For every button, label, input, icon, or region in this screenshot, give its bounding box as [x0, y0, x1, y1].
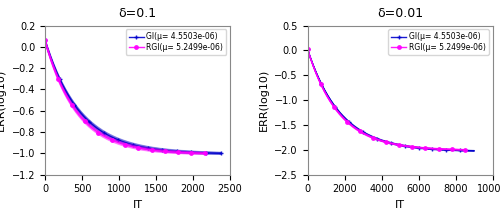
Line: RGI(μ= 5.2499e-06): RGI(μ= 5.2499e-06)	[44, 39, 207, 155]
Line: RGI(μ= 5.2499e-06): RGI(μ= 5.2499e-06)	[306, 48, 466, 151]
RGI(μ= 5.2499e-06)	[328, 100, 334, 103]
RGI(μ= 5.2499e-06)	[320, 87, 326, 90]
GI(μ= 4.5503e-06)	[42, 39, 48, 42]
X-axis label: IT: IT	[395, 200, 405, 210]
Y-axis label: ERR(log10): ERR(log10)	[0, 69, 6, 131]
GI(μ= 4.5503e-06)	[471, 150, 477, 152]
Title: δ=0.1: δ=0.1	[118, 7, 156, 20]
GI(μ= 4.5503e-06)	[204, 152, 210, 154]
RGI(μ= 5.2499e-06)	[406, 145, 412, 148]
RGI(μ= 5.2499e-06)	[172, 151, 177, 153]
GI(μ= 4.5503e-06)	[349, 123, 355, 126]
GI(μ= 4.5503e-06)	[406, 145, 412, 148]
GI(μ= 4.5503e-06)	[218, 152, 224, 155]
RGI(μ= 5.2499e-06)	[77, 115, 83, 117]
Line: GI(μ= 4.5503e-06): GI(μ= 4.5503e-06)	[306, 48, 476, 153]
Y-axis label: ERR(log10): ERR(log10)	[258, 69, 268, 131]
RGI(μ= 5.2499e-06)	[74, 111, 80, 113]
GI(μ= 4.5503e-06)	[436, 148, 442, 151]
X-axis label: IT: IT	[132, 200, 142, 210]
RGI(μ= 5.2499e-06)	[340, 117, 346, 119]
RGI(μ= 5.2499e-06)	[180, 151, 186, 154]
GI(μ= 4.5503e-06)	[111, 137, 117, 140]
RGI(μ= 5.2499e-06)	[202, 152, 208, 155]
RGI(μ= 5.2499e-06)	[434, 148, 440, 150]
GI(μ= 4.5503e-06)	[100, 131, 106, 134]
Title: δ=0.01: δ=0.01	[377, 7, 423, 20]
Legend: GI(μ= 4.5503e-06), RGI(μ= 5.2499e-06): GI(μ= 4.5503e-06), RGI(μ= 5.2499e-06)	[388, 29, 488, 55]
GI(μ= 4.5503e-06)	[409, 146, 415, 148]
GI(μ= 4.5503e-06)	[168, 150, 174, 152]
GI(μ= 4.5503e-06)	[314, 73, 320, 76]
GI(μ= 4.5503e-06)	[468, 150, 474, 152]
Line: GI(μ= 4.5503e-06): GI(μ= 4.5503e-06)	[44, 39, 222, 155]
GI(μ= 4.5503e-06)	[68, 99, 74, 101]
RGI(μ= 5.2499e-06)	[42, 39, 48, 42]
RGI(μ= 5.2499e-06)	[436, 148, 442, 150]
RGI(μ= 5.2499e-06)	[462, 148, 468, 151]
GI(μ= 4.5503e-06)	[160, 149, 166, 151]
Legend: GI(μ= 4.5503e-06), RGI(μ= 5.2499e-06): GI(μ= 4.5503e-06), RGI(μ= 5.2499e-06)	[126, 29, 226, 55]
RGI(μ= 5.2499e-06)	[129, 145, 135, 148]
GI(μ= 4.5503e-06)	[304, 48, 310, 51]
RGI(μ= 5.2499e-06)	[304, 48, 310, 51]
RGI(μ= 5.2499e-06)	[136, 147, 141, 149]
